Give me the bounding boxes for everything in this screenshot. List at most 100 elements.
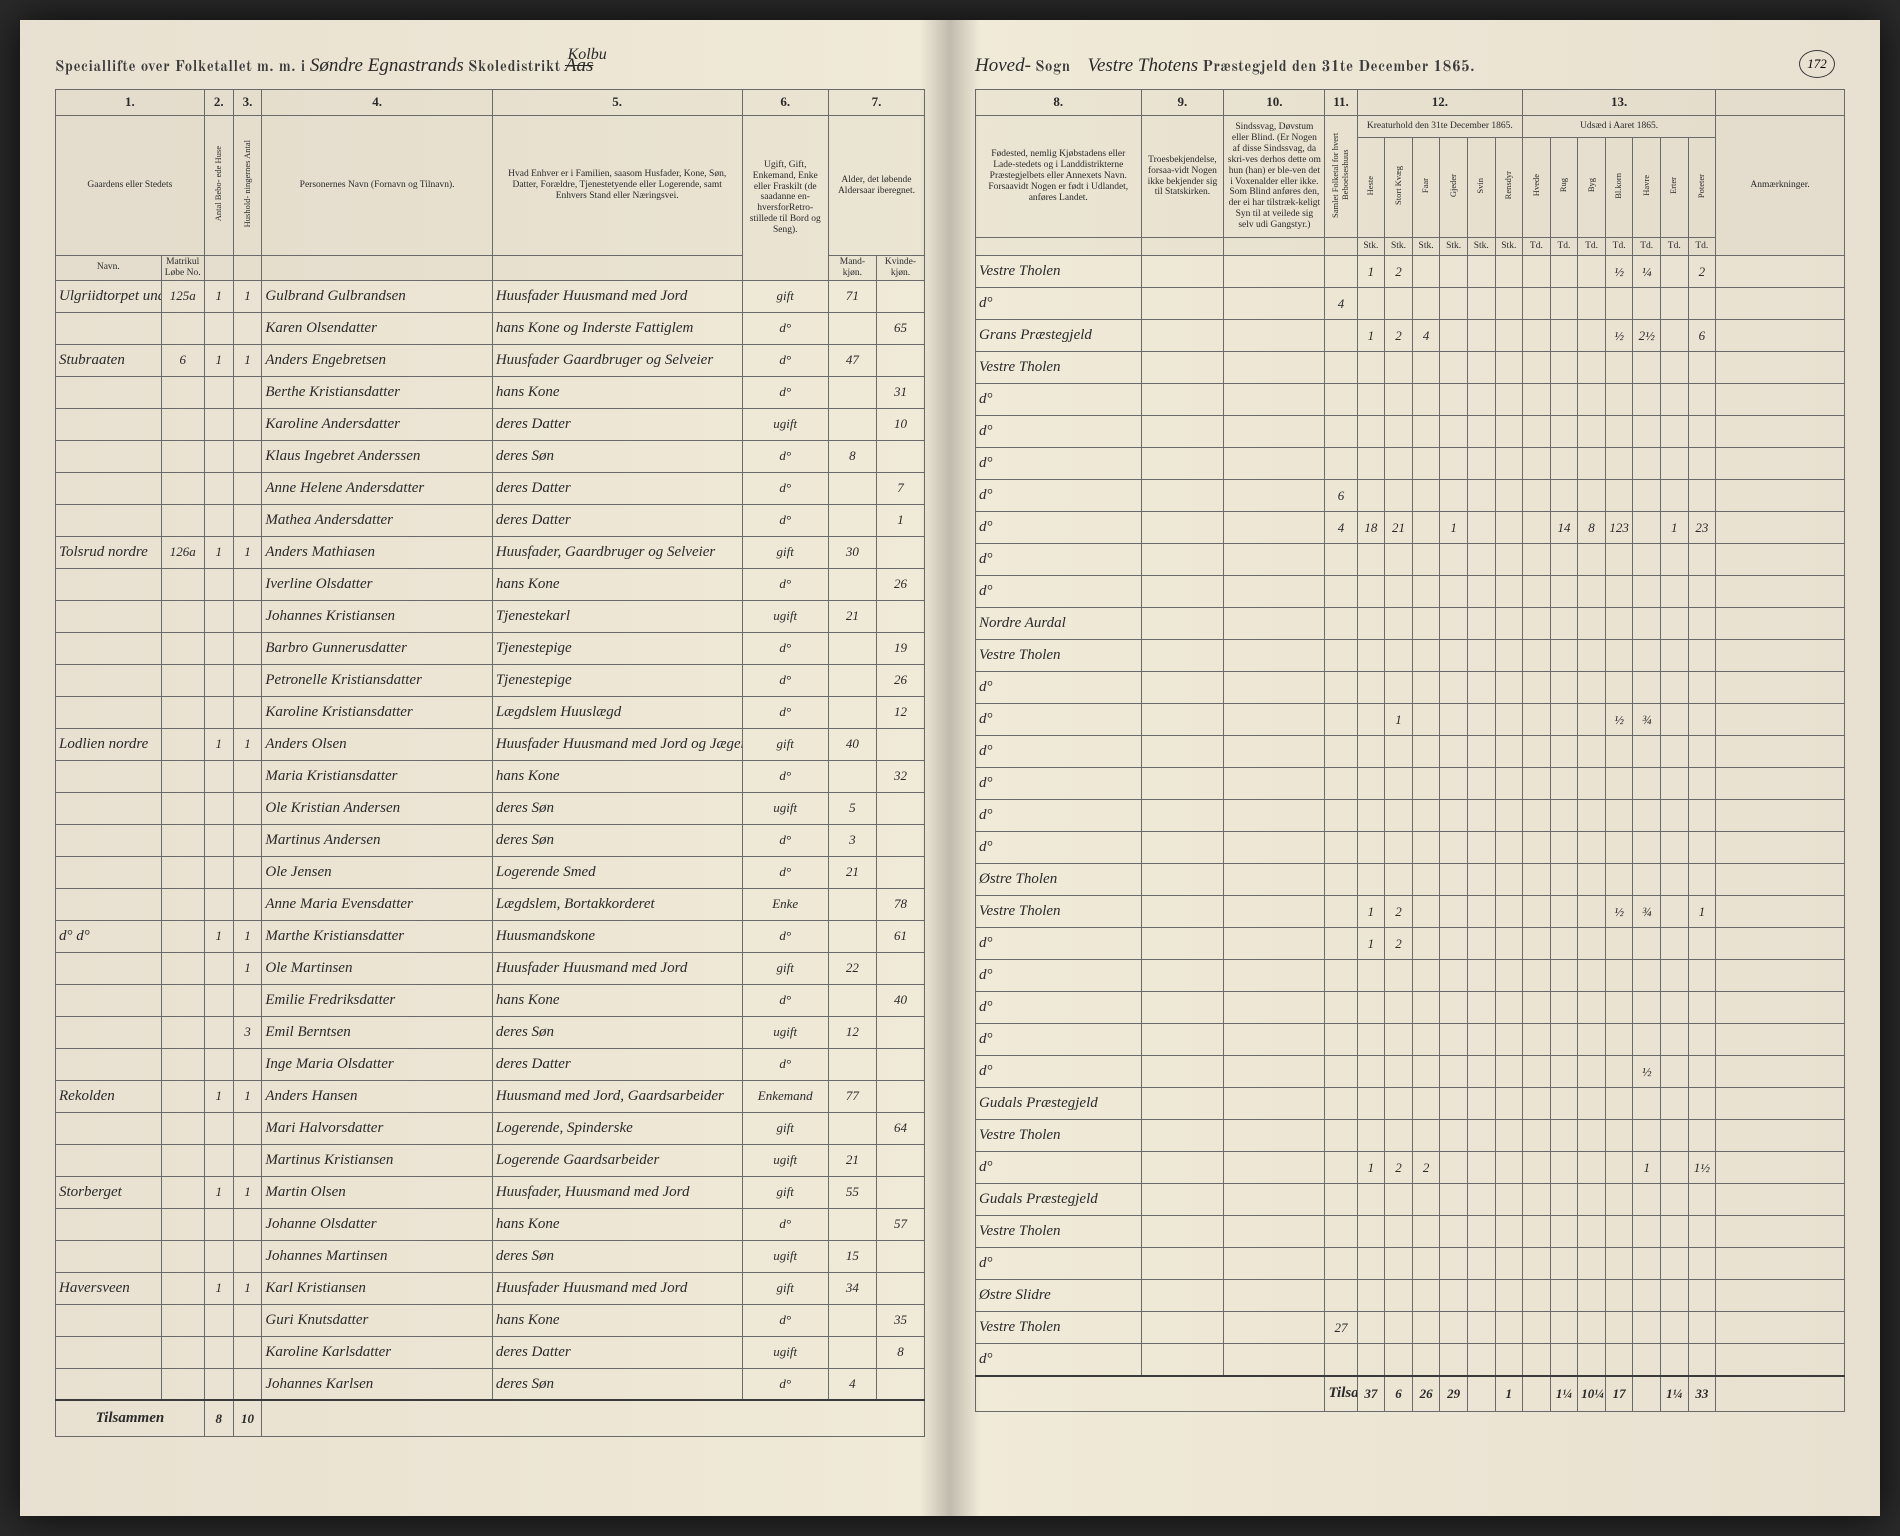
cell-age-f bbox=[876, 344, 924, 376]
table-row: Maria Kristiansdatterhans Koned°32 bbox=[56, 760, 925, 792]
cell-c12 bbox=[1357, 992, 1385, 1024]
cell-c12 bbox=[1385, 960, 1413, 992]
cell-birthplace: d° bbox=[976, 288, 1142, 320]
cell-status: gift bbox=[742, 280, 828, 312]
cell-name: Anders Engebretsen bbox=[262, 344, 492, 376]
cell-remarks bbox=[1716, 544, 1845, 576]
cell-c13 bbox=[1660, 320, 1688, 352]
cell-c13 bbox=[1523, 864, 1551, 896]
table-row: 3Emil Berntsenderes Sønugift12 bbox=[56, 1016, 925, 1048]
cell-houses bbox=[204, 1240, 233, 1272]
cell-c12 bbox=[1385, 1184, 1413, 1216]
cell-status: gift bbox=[742, 1112, 828, 1144]
cell-c13 bbox=[1633, 1184, 1661, 1216]
table-row: d° bbox=[976, 800, 1845, 832]
cell-c12 bbox=[1412, 608, 1440, 640]
cell-status: d° bbox=[742, 632, 828, 664]
cell-count bbox=[1325, 672, 1357, 704]
cell-c13 bbox=[1660, 1216, 1688, 1248]
h-female: Kvinde-kjøn. bbox=[876, 256, 924, 281]
cell-c13 bbox=[1523, 704, 1551, 736]
sub12-4: Svin bbox=[1467, 138, 1495, 238]
cell-c13 bbox=[1523, 1312, 1551, 1344]
table-row: Johannes Martinsenderes Sønugift15 bbox=[56, 1240, 925, 1272]
cell-c12: 2 bbox=[1385, 1152, 1413, 1184]
cell-c12 bbox=[1495, 832, 1523, 864]
cell-c12 bbox=[1357, 544, 1385, 576]
cell-c12 bbox=[1495, 1280, 1523, 1312]
table-row: Ole JensenLogerende Smedd°21 bbox=[56, 856, 925, 888]
cell-condition bbox=[1224, 640, 1325, 672]
cell-c12 bbox=[1440, 1184, 1468, 1216]
cell-place: Haversveen bbox=[56, 1272, 162, 1304]
cell-count bbox=[1325, 832, 1357, 864]
cell-birthplace: d° bbox=[976, 832, 1142, 864]
cell-matrikul bbox=[161, 760, 204, 792]
cell-remarks bbox=[1716, 896, 1845, 928]
cell-c12 bbox=[1385, 1120, 1413, 1152]
cell-c12 bbox=[1495, 352, 1523, 384]
cell-c12 bbox=[1357, 736, 1385, 768]
cell-c12 bbox=[1357, 448, 1385, 480]
cell-houses bbox=[204, 856, 233, 888]
table-row: Karoline Andersdatterderes Datterugift10 bbox=[56, 408, 925, 440]
cell-c12 bbox=[1495, 640, 1523, 672]
cell-faith bbox=[1141, 768, 1224, 800]
cell-status: d° bbox=[742, 568, 828, 600]
col-2: 2. bbox=[204, 90, 233, 116]
cell-birthplace: d° bbox=[976, 1344, 1142, 1376]
cell-c12 bbox=[1440, 416, 1468, 448]
cell-age-f bbox=[876, 824, 924, 856]
cell-c12 bbox=[1467, 928, 1495, 960]
cell-c13 bbox=[1688, 1088, 1716, 1120]
cell-c13 bbox=[1578, 608, 1606, 640]
cell-c12 bbox=[1412, 448, 1440, 480]
table-row: Johannes KristiansenTjenestekarlugift21 bbox=[56, 600, 925, 632]
cell-c13 bbox=[1578, 544, 1606, 576]
cell-c12: 1 bbox=[1357, 256, 1385, 288]
cell-c13 bbox=[1688, 544, 1716, 576]
cell-count bbox=[1325, 1248, 1357, 1280]
cell-place: Stubraaten bbox=[56, 344, 162, 376]
cell-count bbox=[1325, 1152, 1357, 1184]
cell-c12 bbox=[1385, 672, 1413, 704]
cell-age-m: 3 bbox=[828, 824, 876, 856]
cell-count bbox=[1325, 1216, 1357, 1248]
cell-c13 bbox=[1660, 1280, 1688, 1312]
cell-name: Iverline Olsdatter bbox=[262, 568, 492, 600]
cell-condition bbox=[1224, 704, 1325, 736]
cell-c12: 1 bbox=[1357, 928, 1385, 960]
cell-hh bbox=[233, 984, 262, 1016]
cell-c13 bbox=[1605, 832, 1633, 864]
cell-c12 bbox=[1385, 1216, 1413, 1248]
table-row: Vestre Tholen12½¼2 bbox=[976, 256, 1845, 288]
cell-c13 bbox=[1633, 448, 1661, 480]
cell-c13 bbox=[1523, 256, 1551, 288]
cell-role: Huusfader, Gaardbruger og Selveier bbox=[492, 536, 742, 568]
cell-houses bbox=[204, 1016, 233, 1048]
cell-c12 bbox=[1385, 1344, 1413, 1376]
table-row: Gudals Præstegjeld bbox=[976, 1184, 1845, 1216]
cell-c13 bbox=[1660, 416, 1688, 448]
cell-c12 bbox=[1440, 1216, 1468, 1248]
cell-c12 bbox=[1440, 1120, 1468, 1152]
cell-place bbox=[56, 1304, 162, 1336]
cell-remarks bbox=[1716, 800, 1845, 832]
cell-faith bbox=[1141, 928, 1224, 960]
cell-c12 bbox=[1440, 672, 1468, 704]
h-male: Mand-kjøn. bbox=[828, 256, 876, 281]
cell-name: Anne Maria Evensdatter bbox=[262, 888, 492, 920]
cell-remarks bbox=[1716, 448, 1845, 480]
cell-c12 bbox=[1385, 832, 1413, 864]
cell-role: Logerende, Spinderske bbox=[492, 1112, 742, 1144]
cell-c13 bbox=[1688, 672, 1716, 704]
cell-c12 bbox=[1440, 832, 1468, 864]
cell-c12: 1 bbox=[1357, 320, 1385, 352]
cell-age-f bbox=[876, 1080, 924, 1112]
h-placename: Navn. bbox=[56, 256, 162, 281]
sub13-5: Erter bbox=[1660, 138, 1688, 238]
cell-age-f: 1 bbox=[876, 504, 924, 536]
cell-count bbox=[1325, 1056, 1357, 1088]
cell-c13 bbox=[1578, 928, 1606, 960]
cell-place bbox=[56, 1336, 162, 1368]
